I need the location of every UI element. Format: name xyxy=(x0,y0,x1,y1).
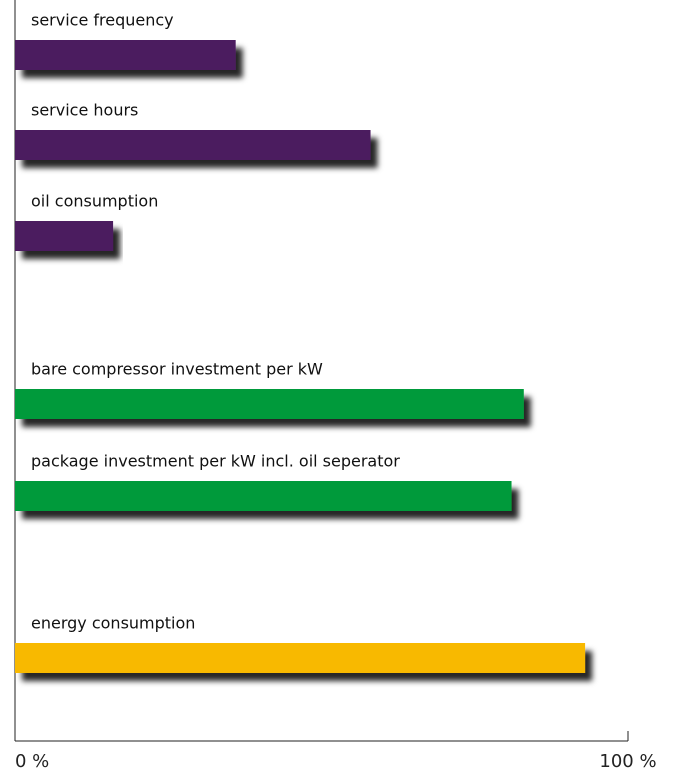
bar-label: service frequency xyxy=(31,11,174,30)
bar xyxy=(15,643,586,673)
bar-label: service hours xyxy=(31,101,138,120)
bar xyxy=(15,481,512,511)
bar-label: package investment per kW incl. oil sepe… xyxy=(31,452,400,471)
bar xyxy=(15,130,371,160)
bar-label: bare compressor investment per kW xyxy=(31,360,323,379)
x-tick-label: 0 % xyxy=(15,751,49,771)
x-tick-label: 100 % xyxy=(599,751,656,771)
bar-label: oil consumption xyxy=(31,192,158,211)
bar-label: energy consumption xyxy=(31,614,195,633)
bar xyxy=(15,40,236,70)
bar xyxy=(15,221,114,251)
bar xyxy=(15,389,524,419)
